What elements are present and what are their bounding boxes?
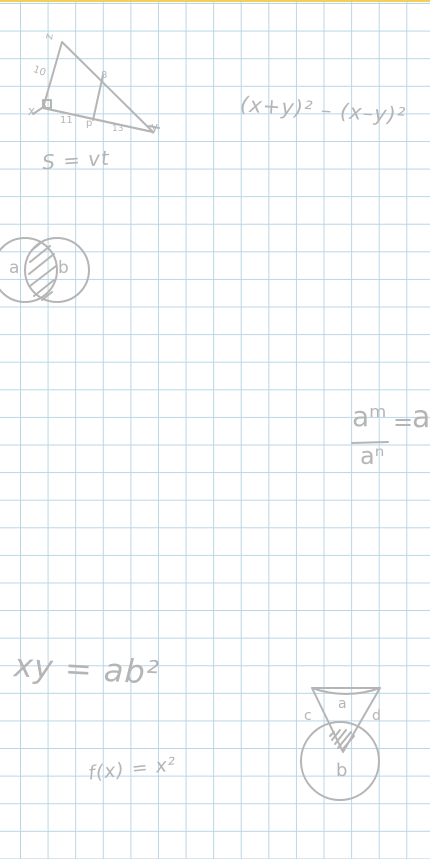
cone-label-d: d [372,708,381,724]
triangle-label-y: y [151,120,159,134]
power-quotient-equals: = [393,408,414,436]
power-quotient-denominator: aⁿ [360,442,385,470]
venn-diagram [0,237,90,303]
xy-formula: xy = ab² [13,646,161,692]
top-border [0,0,430,2]
triangle-doodle [32,41,160,133]
triangle-label-x: x [28,104,36,118]
venn-label-b: b [58,258,69,278]
triangle-label-8: 8 [101,70,108,81]
cone-label-a: a [338,696,347,712]
power-quotient-result: a [412,400,430,435]
triangle-label-13: 13 [112,124,124,134]
cone-label-b: b [336,760,348,781]
triangle-label-p: p [86,118,93,129]
cone-doodle [300,687,381,801]
power-quotient-numerator: aᵐ [352,400,387,433]
cone-label-c: c [304,708,312,724]
triangle-label-11: 11 [60,115,73,126]
fraction-bar [351,441,389,444]
venn-label-a: a [9,258,20,278]
speed-formula: S = vt [41,145,111,175]
